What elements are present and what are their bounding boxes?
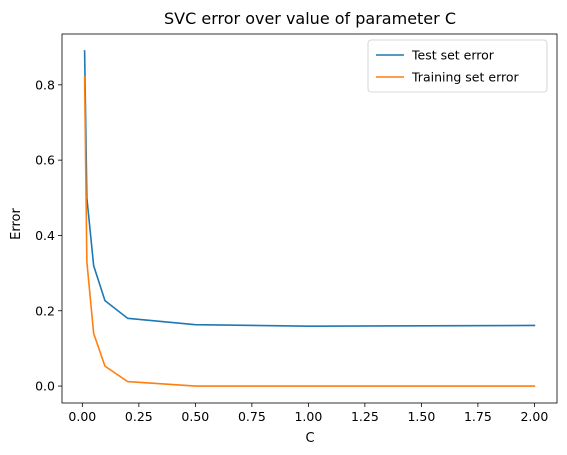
x-axis-label: C xyxy=(305,431,314,446)
x-tick-label: 1.50 xyxy=(407,409,435,424)
chart-title: SVC error over value of parameter C xyxy=(164,9,456,28)
series-layer xyxy=(83,50,536,387)
legend-box xyxy=(367,39,548,93)
legend-label-1: Training set error xyxy=(411,70,519,85)
y-tick-label: 0.0 xyxy=(35,379,55,394)
x-tick-label: 1.25 xyxy=(351,409,379,424)
y-axis-label: Error xyxy=(9,208,24,240)
axes-frame xyxy=(61,33,558,404)
y-tick-label: 0.4 xyxy=(35,228,55,243)
x-tick-label: 0.25 xyxy=(125,409,153,424)
legend-label-0: Test set error xyxy=(411,48,495,63)
x-tick-label: 0.50 xyxy=(181,409,209,424)
x-axis: 0.00 0.25 0.50 0.75 1.00 1.25 1.50 1.75 2.00 xyxy=(68,403,548,424)
legend: Test set error Training set error xyxy=(367,39,548,93)
y-tick-label: 0.2 xyxy=(35,303,55,318)
x-tick-label: 0.00 xyxy=(68,409,96,424)
x-tick-label: 2.00 xyxy=(520,409,548,424)
x-tick-label: 1.75 xyxy=(464,409,492,424)
x-tick-label: 0.75 xyxy=(238,409,266,424)
x-tick-label: 1.00 xyxy=(294,409,322,424)
series-line-1 xyxy=(83,76,536,387)
y-tick-label: 0.8 xyxy=(35,77,55,92)
series-line-0 xyxy=(83,50,536,327)
y-tick-label: 0.6 xyxy=(35,153,55,168)
y-axis: 0.0 0.2 0.4 0.6 0.8 xyxy=(35,77,62,394)
